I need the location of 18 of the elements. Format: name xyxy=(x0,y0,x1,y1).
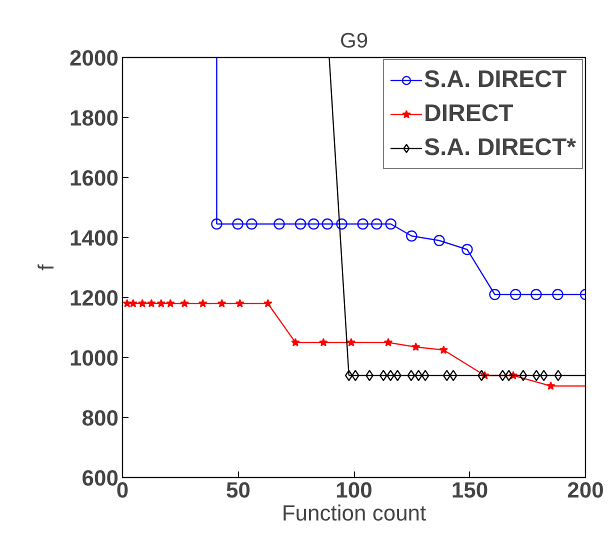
y-axis-title: f xyxy=(34,264,59,271)
y-tick-label: 1200 xyxy=(70,286,119,310)
x-axis-title: Function count xyxy=(282,500,426,526)
y-tick-label: 800 xyxy=(82,406,119,430)
y-tick-label: 1800 xyxy=(70,106,119,130)
legend-label: DIRECT xyxy=(424,100,514,128)
y-tick-label: 2000 xyxy=(70,46,119,70)
x-tick-label: 150 xyxy=(451,478,488,502)
x-tick-label: 200 xyxy=(567,478,604,502)
y-tick-label: 1600 xyxy=(70,166,119,190)
x-tick-label: 50 xyxy=(226,478,250,502)
legend-label: S.A. DIRECT* xyxy=(424,134,576,162)
y-tick-label: 1400 xyxy=(70,226,119,250)
x-tick-label: 0 xyxy=(116,478,129,502)
x-tick-label: 100 xyxy=(336,478,372,502)
chart-title: G9 xyxy=(340,30,368,52)
y-tick-label: 1000 xyxy=(70,346,119,370)
legend-label: S.A. DIRECT xyxy=(424,66,567,94)
